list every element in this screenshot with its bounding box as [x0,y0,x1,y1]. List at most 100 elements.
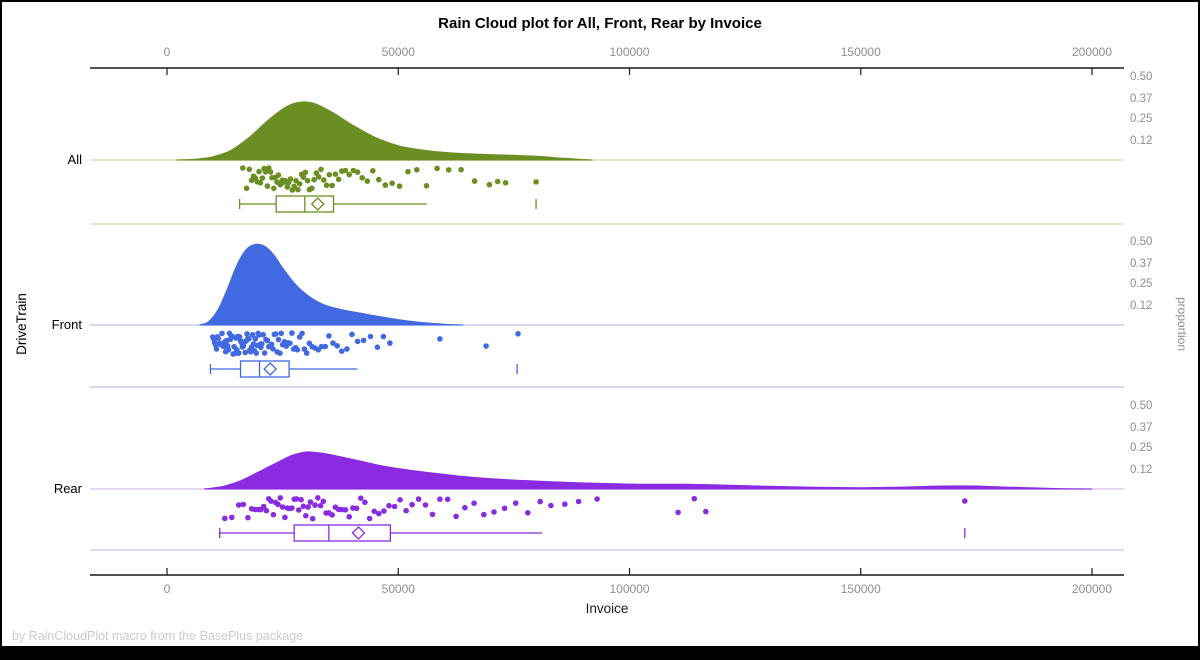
rain-point-all [300,174,307,180]
rain-point-rear [371,508,378,515]
rain-point-front [287,340,293,347]
rain-point-rear [329,512,335,518]
proportion-tick-label: 0.12 [1130,300,1152,312]
rain-point-rear [260,503,267,510]
rain-point-front [374,344,381,351]
rain-point-all [243,185,250,192]
proportion-tick-label: 0.25 [1130,278,1152,290]
rain-point-all [414,167,420,173]
density-curve-all [176,101,593,161]
rain-point-front [483,343,489,349]
rain-point-rear [376,510,382,517]
rain-point-rear [346,514,353,520]
rain-point-front [360,337,367,344]
rain-point-all [293,178,299,184]
rain-point-rear [444,496,451,503]
proportion-tick-label: 0.25 [1130,113,1152,125]
rain-point-all [382,182,389,188]
rain-point-all [256,168,262,175]
rain-point-all [262,169,269,175]
rain-point-front [334,343,341,349]
mean-diamond [310,197,325,211]
rain-point-all [354,169,361,175]
proportion-tick-label: 0.50 [1130,236,1152,248]
rain-point-all [350,167,357,174]
rain-point-front [253,350,260,356]
y-axis-title: DriveTrain [14,293,29,355]
rain-point-front [289,330,295,336]
rain-point-rear [453,513,459,520]
rain-point-front [349,331,355,338]
rain-point-front [303,350,310,356]
rain-point-rear [315,495,321,501]
x-tick-label-top: 50000 [382,45,416,59]
rain-point-front [272,331,279,337]
rain-point-rear [309,515,316,522]
rain-point-all [275,172,282,178]
rain-point-front [249,332,256,338]
rain-point-front [344,346,350,352]
rain-point-rear [320,498,327,505]
rain-point-all [267,169,274,175]
rain-point-all [332,171,339,177]
rain-point-front [277,350,283,357]
rain-point-rear [575,498,582,505]
rain-point-all [376,176,382,183]
rain-point-all [287,176,294,182]
rain-point-rear [366,515,373,522]
rain-point-rear [391,503,398,510]
proportion-tick-label: 0.37 [1130,93,1152,105]
rain-point-rear [307,499,314,505]
x-tick-label-top: 100000 [609,45,649,59]
rain-point-front [278,330,285,337]
rain-point-front [215,335,222,342]
rain-point-all [405,168,411,175]
rain-point-all [486,181,493,188]
rain-point-rear [525,510,531,516]
rain-point-all [346,171,353,178]
rain-point-rear [594,496,600,502]
rain-point-front [268,341,275,348]
category-label-rear: Rear [54,481,83,496]
proportion-tick-label: 0.25 [1130,442,1152,454]
rain-point-rear [270,511,277,518]
rain-point-all [257,180,264,186]
rain-point-all [434,165,440,172]
rain-point-front [242,349,248,356]
x-tick-label-top: 150000 [841,45,881,59]
category-label-front: Front [52,317,83,332]
rain-point-all [246,166,253,173]
rain-point-front [260,331,267,338]
rain-point-front [259,341,265,347]
rain-point-all [326,171,333,178]
rain-point-rear [282,514,288,521]
rain-point-all [329,182,335,189]
mean-diamond [351,526,366,540]
x-tick-label-bottom: 100000 [609,582,649,596]
rain-point-all [309,185,315,192]
rain-point-rear [386,502,392,509]
x-tick-label-bottom: 50000 [382,582,416,596]
rain-point-rear [429,511,436,518]
rain-point-rear [501,505,508,512]
rain-point-rear [962,498,968,504]
rain-point-all [323,182,330,189]
chart-title: Rain Cloud plot for All, Front, Rear by … [438,15,762,32]
rain-point-front [387,340,393,346]
proportion-tick-label: 0.50 [1130,71,1152,83]
rain-point-rear [362,499,368,506]
rain-point-front [252,336,259,342]
rain-point-front [235,350,242,356]
rain-point-all [240,165,246,171]
rain-point-all [321,177,327,183]
rain-point-all [471,178,478,184]
rain-point-front [275,336,282,343]
rain-point-rear [403,507,409,514]
rain-point-front [264,337,271,344]
rain-point-rear [300,503,307,510]
x-tick-label-top: 0 [164,45,171,59]
rain-point-rear [277,495,284,501]
rain-point-all [304,177,311,184]
